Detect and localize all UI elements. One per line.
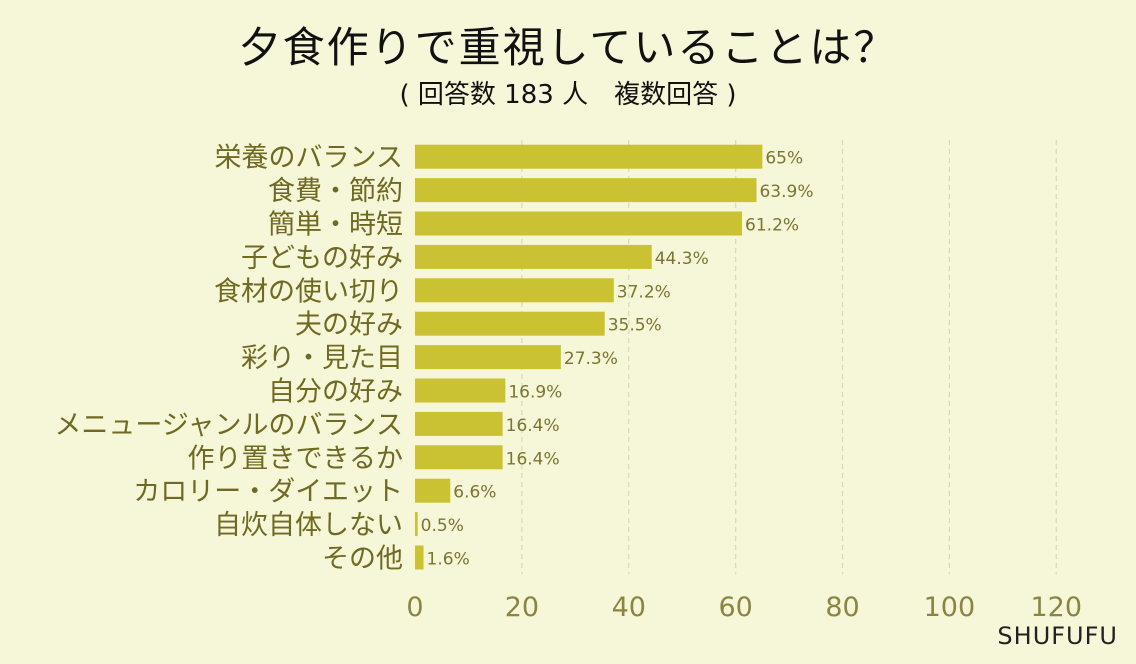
data-label: 16.9% (508, 383, 562, 403)
category-label: その他 (322, 544, 403, 575)
category-label: 自炊自体しない (214, 510, 403, 541)
bar (415, 445, 503, 470)
category-label: 彩り・見た目 (241, 343, 403, 374)
chart-title: 夕食作りで重視していることは？ (238, 23, 898, 72)
category-label: 食材の使い切り (214, 276, 403, 307)
category-label: 栄養のバランス (215, 143, 403, 174)
data-label: 44.3% (655, 249, 709, 269)
x-tick-label: 120 (1031, 592, 1083, 623)
data-label: 1.6% (427, 550, 470, 570)
bar (415, 545, 424, 570)
x-tick-label: 40 (612, 592, 646, 623)
category-label: 夫の好み (295, 310, 403, 341)
x-tick-label: 20 (505, 592, 539, 623)
data-label: 16.4% (506, 416, 560, 436)
bars (415, 144, 763, 570)
bar (415, 378, 506, 403)
data-label: 27.3% (564, 349, 618, 369)
x-tick-label: 80 (825, 592, 859, 623)
data-label: 61.2% (745, 216, 799, 236)
category-label: 簡単・時短 (268, 210, 403, 241)
bar (415, 244, 652, 269)
data-label: 0.5% (421, 516, 464, 536)
chart-subtitle: ( 回答数 183 人 複数回答 ) (399, 80, 737, 110)
bar (415, 278, 614, 303)
data-label: 6.6% (453, 483, 496, 503)
bar (415, 211, 743, 236)
x-axis-ticks: 0 20 40 60 80 100 120 (406, 592, 1082, 623)
category-label: 食費・節約 (268, 176, 403, 207)
value-labels: 65% 63.9% 61.2% 44.3% 37.2% 35.5% 27.3%16.9% 16… (421, 149, 814, 570)
bar (415, 311, 605, 336)
x-tick-label: 0 (406, 592, 423, 623)
category-label: 子どもの好み (241, 243, 403, 274)
bar (415, 512, 418, 537)
brand-logo-text: SHUFUFU (997, 622, 1118, 650)
bar (415, 178, 757, 203)
bar (415, 411, 503, 436)
data-label: 35.5% (608, 316, 662, 336)
data-label: 63.9% (759, 182, 813, 202)
category-label: メニュージャンルのバランス (54, 410, 403, 441)
category-label: 作り置きできるか (188, 443, 403, 474)
bar (415, 478, 451, 503)
data-label: 16.4% (506, 449, 560, 469)
data-label: 65% (765, 149, 803, 169)
data-label: 37.2% (617, 282, 671, 302)
category-labels: 栄養のバランス食費・節約簡単・時短子どもの好み食材の使い切り夫の好み彩り・見た目… (54, 143, 403, 575)
category-label: 自分の好み (268, 377, 403, 408)
x-tick-label: 60 (718, 592, 752, 623)
bar (415, 144, 763, 169)
x-tick-label: 100 (924, 592, 976, 623)
category-label: カロリー・ダイエット (133, 477, 403, 508)
bar (415, 345, 561, 370)
